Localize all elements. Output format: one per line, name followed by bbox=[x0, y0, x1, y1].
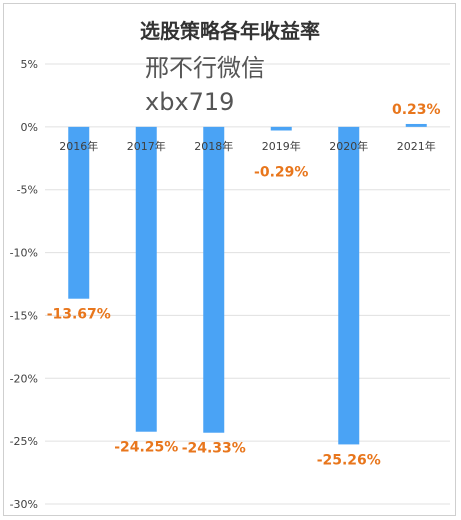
watermark-line2: xbx719 bbox=[145, 88, 234, 116]
bar bbox=[405, 123, 427, 127]
y-tick-label: -30% bbox=[10, 498, 38, 511]
y-tick-label: -10% bbox=[10, 247, 38, 260]
data-label: -25.26% bbox=[317, 452, 381, 468]
category-label: 2021年 bbox=[397, 139, 436, 153]
chart-title: 选股策略各年收益率 bbox=[140, 19, 320, 43]
data-labels: -13.67% -24.25% -24.33% -0.29% -25.26% 0.23% bbox=[47, 102, 441, 468]
y-tick-label: -25% bbox=[10, 435, 38, 448]
bars bbox=[68, 123, 427, 445]
gridlines bbox=[45, 63, 450, 505]
y-tick-label: -15% bbox=[10, 309, 38, 322]
category-label: 2018年 bbox=[194, 139, 233, 153]
bar bbox=[338, 126, 360, 445]
bar bbox=[68, 126, 90, 299]
y-tick-label: -20% bbox=[10, 372, 38, 385]
data-label: -24.33% bbox=[182, 441, 246, 457]
data-label: -24.25% bbox=[114, 440, 178, 456]
category-label: 2016年 bbox=[59, 139, 98, 153]
category-labels: 2016年 2017年 2018年 2019年 2020年 2021年 bbox=[59, 139, 436, 153]
bar bbox=[135, 126, 157, 432]
y-tick-label: 5% bbox=[21, 58, 38, 71]
bar bbox=[203, 126, 225, 433]
data-label: -0.29% bbox=[254, 165, 308, 181]
bar bbox=[270, 126, 292, 131]
y-axis-ticks: 5% 0% -5% -10% -15% -20% -25% -30% bbox=[10, 58, 38, 511]
y-tick-label: -5% bbox=[17, 184, 38, 197]
watermark-line1: 邢不行微信 bbox=[145, 54, 265, 82]
category-label: 2017年 bbox=[127, 139, 166, 153]
category-label: 2019年 bbox=[262, 139, 301, 153]
data-label: 0.23% bbox=[392, 102, 441, 118]
category-label: 2020年 bbox=[329, 139, 368, 153]
data-label: -13.67% bbox=[47, 307, 111, 323]
y-tick-label: 0% bbox=[21, 121, 38, 134]
